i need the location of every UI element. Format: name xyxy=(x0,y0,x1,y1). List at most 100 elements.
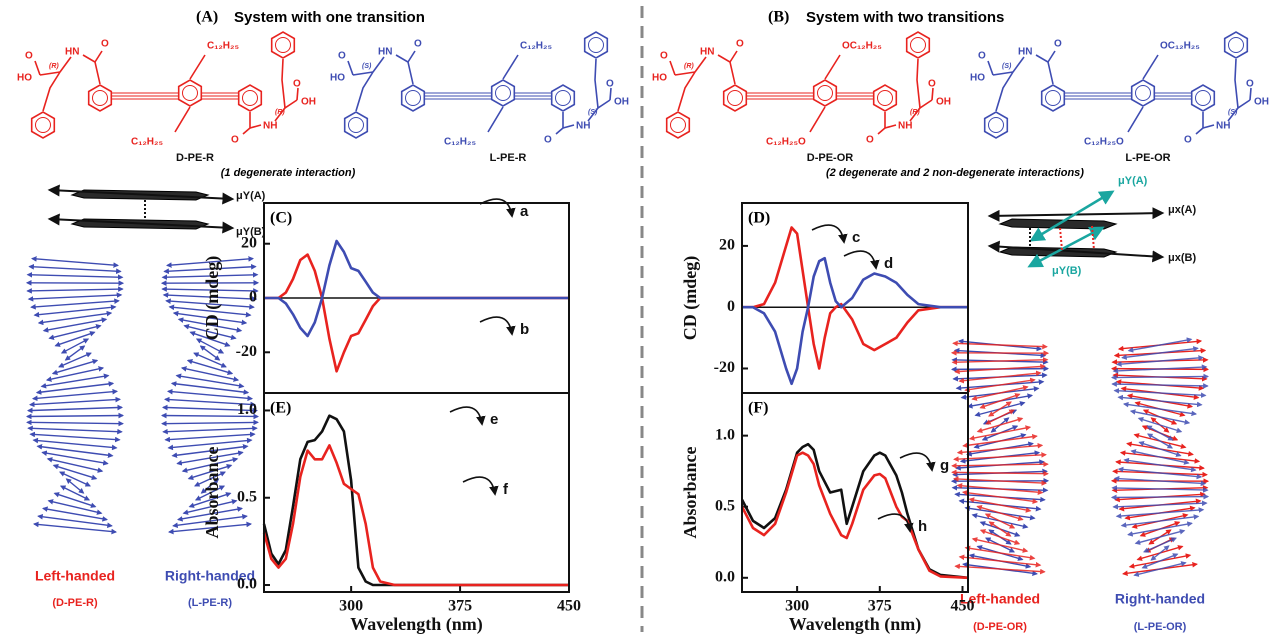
panel-label: (C) xyxy=(270,210,292,227)
bond xyxy=(59,56,72,73)
bond xyxy=(594,58,599,109)
ring xyxy=(983,111,1009,139)
ring xyxy=(177,79,203,107)
atom-label: NH xyxy=(263,121,277,132)
dipole-label: μx(A) xyxy=(1168,204,1196,216)
dipole-label: μY(B) xyxy=(1052,265,1082,277)
helix-rung xyxy=(163,396,257,408)
helix-rung xyxy=(953,452,1047,462)
bond xyxy=(809,106,826,133)
bond xyxy=(729,50,738,63)
series-line xyxy=(262,444,569,587)
atom-label: (R) xyxy=(684,63,694,70)
bond xyxy=(995,71,1014,112)
dipole-arrow xyxy=(47,213,235,234)
ring xyxy=(722,84,748,112)
x-tick-label: 450 xyxy=(557,598,581,615)
atom-label: OH xyxy=(1254,97,1269,108)
bond xyxy=(824,54,841,80)
ring xyxy=(30,111,56,139)
helix-rung xyxy=(161,419,259,427)
bond xyxy=(1127,106,1144,133)
helix-rung xyxy=(27,425,123,435)
panel-title: System with one transition xyxy=(234,9,425,26)
bond xyxy=(189,54,206,80)
atom-label: HO xyxy=(970,73,985,84)
ring xyxy=(1223,31,1249,59)
bond xyxy=(931,87,934,101)
bond xyxy=(1142,54,1159,80)
bond xyxy=(674,71,696,76)
helix-rung xyxy=(28,264,122,274)
atom-label: HO xyxy=(330,73,345,84)
bond xyxy=(916,58,921,109)
helix-rung xyxy=(26,419,124,427)
ring xyxy=(270,31,296,59)
bond xyxy=(562,124,575,129)
series-line xyxy=(742,226,968,370)
bond xyxy=(877,112,886,135)
helix-rung xyxy=(1113,475,1207,487)
helix-rung xyxy=(954,563,1046,575)
helix-rung xyxy=(161,272,259,280)
atom-label: O xyxy=(25,51,33,62)
bond xyxy=(34,60,41,76)
helix-rung xyxy=(1111,485,1209,493)
ring xyxy=(583,31,609,59)
annotation-arrow xyxy=(811,224,848,244)
atom-label: O xyxy=(866,135,874,146)
helix-rung xyxy=(956,442,1044,456)
dipole-label: μY(A) xyxy=(1118,175,1148,187)
x-tick-label: 375 xyxy=(868,598,892,615)
atom-label: O xyxy=(660,51,668,62)
helix-rung xyxy=(26,404,124,414)
atom-label: O xyxy=(928,79,936,90)
ring-inner xyxy=(405,90,421,106)
atom-label: (R) xyxy=(275,109,285,116)
helix-rung xyxy=(161,286,259,294)
helix-handedness: Left-handed xyxy=(35,568,115,584)
atom-label: O xyxy=(978,51,986,62)
atom-label: (S) xyxy=(1002,63,1012,70)
annotation: d xyxy=(884,255,893,272)
ring xyxy=(400,84,426,112)
atom-label: O xyxy=(606,79,614,90)
ring-inner xyxy=(35,117,51,133)
bond xyxy=(372,56,385,73)
atom-label: C₁₂H₂₅ xyxy=(520,41,552,52)
panel-label: (B) xyxy=(768,9,789,26)
helix-rung xyxy=(28,396,122,408)
atom-label: HO xyxy=(652,73,667,84)
ring-inner xyxy=(242,90,258,106)
helix-rung xyxy=(1112,500,1208,510)
helix-rung xyxy=(26,286,124,294)
y-axis-label: CD (mdeg) xyxy=(202,256,223,340)
atom-label: NH xyxy=(1216,121,1230,132)
ring xyxy=(87,84,113,112)
ring-inner xyxy=(670,117,686,133)
y-axis-label: Absorbance xyxy=(202,446,222,538)
atom-label: HO xyxy=(17,73,32,84)
helix-rung xyxy=(1113,387,1207,399)
bond xyxy=(1249,87,1252,101)
bond xyxy=(992,71,1014,76)
ring-inner xyxy=(1135,85,1151,101)
atom-label: O xyxy=(338,51,346,62)
panel-note: (1 degenerate interaction) xyxy=(221,167,356,179)
stack-link xyxy=(1091,225,1095,251)
annotation: h xyxy=(918,518,927,535)
annotation-arrow xyxy=(843,250,880,270)
bond xyxy=(249,124,262,129)
atom-label: O xyxy=(1246,79,1254,90)
bond xyxy=(407,50,416,63)
y-axis-label: CD (mdeg) xyxy=(680,256,701,340)
atom-label: O xyxy=(1184,135,1192,146)
ring xyxy=(872,84,898,112)
helix-rung xyxy=(979,393,1021,409)
atom-label: O xyxy=(231,135,239,146)
helix-rung xyxy=(952,476,1048,486)
